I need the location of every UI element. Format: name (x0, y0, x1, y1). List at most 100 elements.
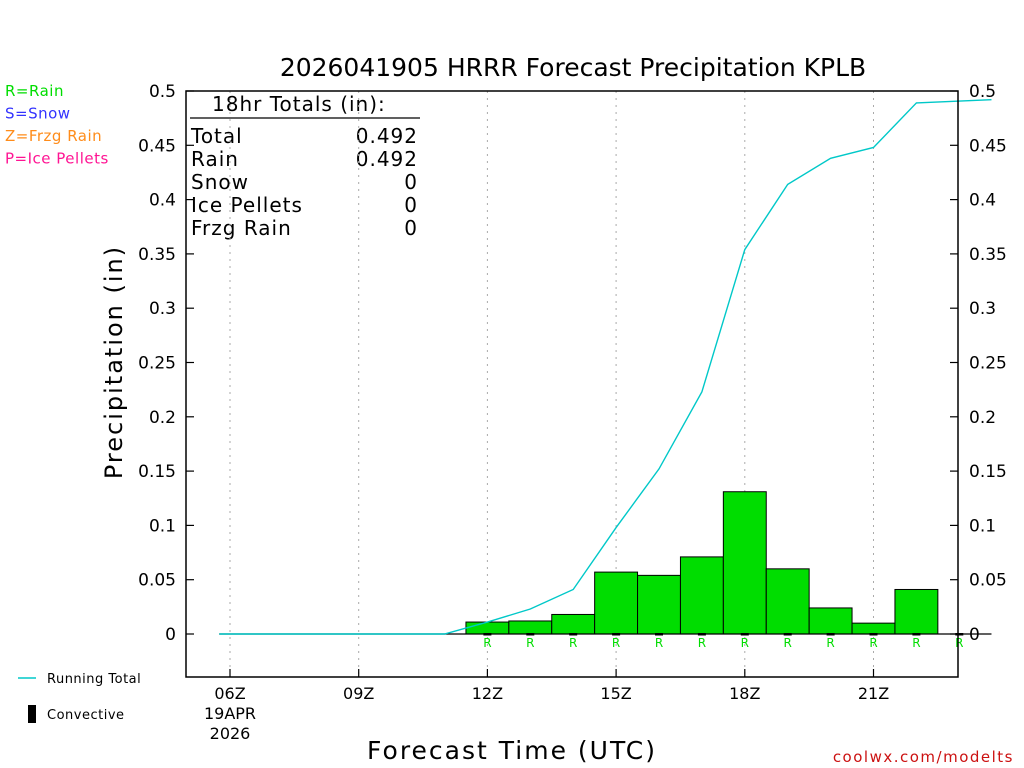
totals-box: 18hr Totals (in): Total 0.492 Rain 0.492 Sno… (190, 92, 420, 240)
credit-link[interactable]: coolwx.com/modelts (833, 748, 1014, 766)
convective-bar-21 (869, 633, 878, 636)
legend-label: Convective (47, 708, 125, 723)
y-tick-label-right: 0.2 (969, 408, 996, 428)
y-tick-label-right: 0.4 (969, 191, 996, 211)
x-tick-label-12z: 12Z (472, 684, 503, 703)
convective-bar-20 (826, 633, 835, 636)
x-tick-label-15z: 15Z (600, 684, 631, 703)
convective-bar-18 (740, 633, 749, 636)
totals-value: 0.492 (356, 124, 418, 148)
y-tick-label-right: 0.25 (969, 354, 1007, 374)
y-tick-label-left: 0.5 (149, 82, 176, 102)
ptype-legend-item: S=Snow (5, 105, 71, 123)
convective-bar-23 (955, 633, 964, 636)
x-axis-ticks: 06Z 09Z 12Z 15Z 18Z 21Z (214, 669, 889, 703)
y-tick-label-left: 0.4 (149, 191, 176, 211)
precip-type-legend: R=Rain S=Snow Z=Frzg Rain P=Ice Pellets (5, 82, 109, 168)
y-tick-label-right: 0.3 (969, 299, 996, 319)
convective-bar-14 (569, 633, 578, 636)
totals-value: 0 (404, 193, 418, 217)
totals-rows: Total 0.492 Rain 0.492 Snow 0 Ice Pellets 0 Frzg… (190, 124, 418, 240)
y-tick-label-left: 0.25 (138, 354, 176, 374)
ptype-marker-12: R (483, 636, 491, 650)
ptype-marker-13: R (526, 636, 534, 650)
y-tick-label-left: 0.35 (138, 245, 176, 265)
y-tick-label-right: 0.1 (969, 516, 996, 536)
ptype-legend-item: Z=Frzg Rain (5, 127, 102, 145)
ptype-marker-20: R (826, 636, 834, 650)
y-tick-label-right: 0.15 (969, 462, 1007, 482)
convective-bar-19 (783, 633, 792, 636)
ptype-marker-21: R (869, 636, 877, 650)
ptype-marker-19: R (784, 636, 792, 650)
x-tick-label-21z: 21Z (858, 684, 889, 703)
convective-bar-15 (612, 633, 621, 636)
totals-value: 0.492 (356, 147, 418, 171)
precip-bar-21 (851, 622, 896, 635)
y-tick-label-right: 0.45 (969, 136, 1007, 156)
series-legend: Running Total Convective (18, 672, 141, 723)
totals-value: 0 (404, 170, 418, 194)
date-label-year: 2026 (210, 724, 251, 743)
precip-bar-16 (637, 574, 681, 635)
precip-bar-15 (594, 571, 639, 635)
y-tick-label-right: 0.5 (969, 82, 996, 102)
y-tick-label-left: 0.3 (149, 299, 176, 319)
ptype-marker-17: R (698, 636, 706, 650)
x-tick-label-09z: 09Z (343, 684, 374, 703)
y-tick-label-left: 0.45 (138, 136, 176, 156)
legend-label: Running Total (47, 672, 141, 687)
y-tick-label-right: 0.05 (969, 571, 1007, 591)
convective-bars (483, 633, 964, 636)
totals-label: Rain (191, 147, 239, 171)
ptype-marker-16: R (655, 636, 663, 650)
running-total-line (219, 98, 992, 635)
precip-bar-22 (894, 588, 939, 635)
totals-heading: 18hr Totals (in): (212, 92, 386, 116)
y-axis-right-ticks: 0 0.05 0.1 0.15 0.2 0.25 0.3 0.35 0.4 0.45 0.5 (950, 82, 1007, 645)
plot-frame (185, 90, 959, 678)
precip-bar-17 (679, 556, 724, 635)
y-tick-label-right: 0 (969, 625, 980, 645)
totals-label: Total (190, 124, 243, 148)
totals-label: Snow (191, 170, 249, 194)
x-axis-title: Forecast Time (UTC) (367, 736, 657, 765)
ptype-marker-15: R (612, 636, 620, 650)
y-tick-label-left: 0.15 (138, 462, 176, 482)
x-tick-label-18z: 18Z (729, 684, 760, 703)
precip-bar-18 (722, 491, 767, 635)
totals-label: Ice Pellets (191, 193, 303, 217)
convective-bar-12 (483, 633, 492, 636)
precip-bar-20 (808, 607, 853, 635)
precip-bar-13 (508, 620, 553, 635)
ptype-marker-14: R (569, 636, 577, 650)
date-label-day: 19APR (204, 704, 256, 723)
y-tick-label-right: 0.35 (969, 245, 1007, 265)
legend-bar-swatch (28, 705, 36, 723)
convective-bar-22 (912, 633, 921, 636)
convective-bar-16 (655, 633, 663, 636)
ptype-marker-23: R (955, 636, 963, 650)
chart-title: 2026041905 HRRR Forecast Precipitation K… (280, 53, 866, 82)
ptype-legend-item: R=Rain (5, 82, 64, 100)
ptype-legend-item: P=Ice Pellets (5, 150, 109, 168)
convective-bar-17 (697, 633, 706, 636)
hourly-precip-bars (219, 491, 992, 635)
ptype-marker-18: R (741, 636, 749, 650)
totals-value: 0 (404, 216, 418, 240)
y-tick-label-left: 0.05 (138, 571, 176, 591)
x-tick-label-06z: 06Z (214, 684, 245, 703)
convective-bar-13 (526, 633, 535, 636)
y-tick-label-left: 0.1 (149, 516, 176, 536)
y-axis-title: Precipitation (in) (100, 245, 128, 479)
precip-bar-12 (465, 621, 510, 635)
y-axis-left-ticks: 0 0.05 0.1 0.15 0.2 0.25 0.3 0.35 0.4 0.45 0.5 (138, 82, 194, 645)
ptype-marker-22: R (912, 636, 920, 650)
totals-label: Frzg Rain (191, 216, 292, 240)
y-tick-label-left: 0 (165, 625, 176, 645)
y-tick-label-left: 0.2 (149, 408, 176, 428)
precip-bar-19 (765, 568, 810, 635)
precip-bar-14 (551, 613, 596, 635)
